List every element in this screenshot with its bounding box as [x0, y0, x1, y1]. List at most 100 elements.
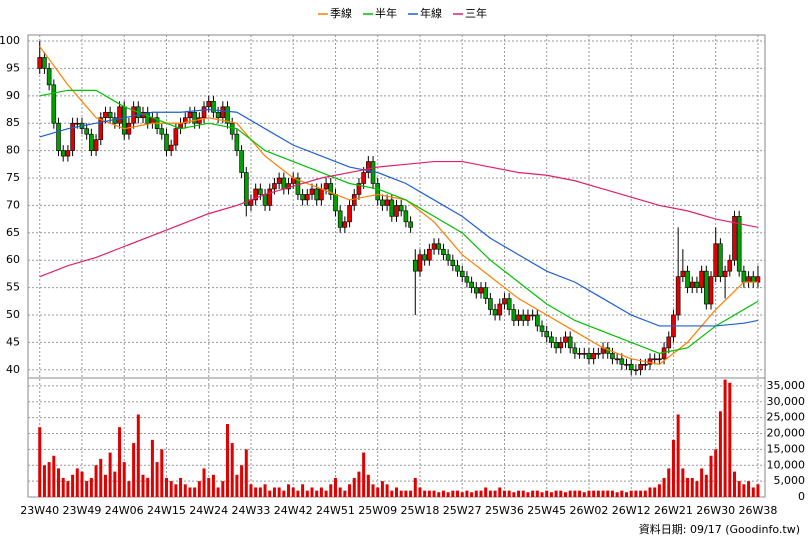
volume-bar [103, 474, 107, 497]
candle-body [436, 243, 442, 250]
candle-body [567, 336, 573, 349]
volume-bar [52, 455, 56, 497]
candle-body [84, 128, 89, 135]
candle-body [112, 117, 118, 124]
candle-body [544, 331, 550, 338]
candle-body [563, 336, 568, 343]
volume-bar [681, 468, 685, 497]
candle-body [89, 133, 94, 151]
candle-body [516, 314, 521, 321]
candle-body [243, 172, 249, 206]
candle-body [220, 106, 226, 119]
candle-body [319, 188, 324, 201]
candle-body [182, 117, 188, 124]
candle-body [333, 194, 338, 212]
volume-bar [540, 492, 544, 497]
volume-bar [554, 490, 558, 497]
volume-bar [390, 490, 394, 497]
candle-body [337, 210, 343, 228]
volume-bar [639, 490, 643, 497]
y2-tick-label: 0 [798, 490, 805, 503]
volume-bar [75, 468, 79, 497]
x-tick-label: 26W38 [739, 504, 778, 517]
volume-bar [329, 484, 333, 497]
volume-bar [202, 468, 206, 497]
y2-tick-label: 30,000 [767, 395, 806, 408]
candle-body [168, 144, 174, 151]
volume-bar [371, 484, 375, 497]
x-tick-label: 25W27 [443, 504, 482, 517]
candle-body [675, 276, 681, 316]
x-tick-label: 25W45 [527, 504, 566, 517]
candle-body [506, 298, 512, 310]
candle-body [145, 111, 151, 124]
candle-body [638, 364, 643, 371]
volume-bar [747, 481, 751, 497]
volume-bar [474, 490, 478, 497]
candle-body [497, 303, 503, 316]
x-tick-label: 23W40 [20, 504, 59, 517]
volume-bar [362, 452, 366, 497]
candle-body [553, 342, 559, 349]
volume-bar [258, 487, 262, 497]
volume-bar [667, 468, 671, 497]
volume-bar [160, 449, 164, 497]
candle-body [262, 194, 268, 206]
candle-body [206, 100, 212, 108]
volume-bar [517, 490, 521, 497]
candle-body [225, 106, 230, 124]
volume-bar [277, 487, 281, 497]
candle-body [117, 106, 122, 124]
y-tick-label: 50 [6, 308, 20, 321]
volume-bar [282, 490, 286, 497]
candle-body [103, 111, 108, 119]
candle-body [384, 199, 390, 206]
candle-body [689, 281, 695, 288]
x-tick-label: 24W24 [189, 504, 228, 517]
volume-bar [244, 449, 248, 497]
x-tick-label: 23W49 [63, 504, 102, 517]
y-tick-label: 90 [6, 89, 20, 102]
candle-body [37, 57, 43, 69]
candle-body [619, 358, 625, 365]
volume-bar [662, 477, 666, 497]
volume-bar [207, 477, 211, 497]
candle-body [713, 243, 719, 277]
volume-bar [756, 484, 760, 497]
volume-bar [592, 490, 596, 497]
candle-body [511, 309, 517, 321]
candle-body [755, 276, 761, 283]
volume-bar [728, 382, 732, 497]
candle-body [361, 172, 366, 184]
volume-bar [380, 481, 384, 497]
volume-bar [221, 481, 225, 497]
candle-body [666, 336, 672, 349]
volume-bar [343, 490, 347, 497]
volume-bar [141, 474, 145, 497]
volume-bar [709, 455, 713, 497]
volume-bar [488, 490, 492, 497]
volume-bar [587, 490, 591, 497]
candle-body [267, 188, 273, 206]
legend-label: 半年 [375, 6, 397, 20]
volume-bar [563, 492, 567, 497]
volume-bar [676, 414, 680, 497]
x-tick-label: 25W36 [485, 504, 524, 517]
candle-body [408, 221, 413, 228]
volume-bar [352, 477, 356, 497]
volume-bar [573, 490, 577, 497]
volume-bar [272, 487, 276, 497]
volume-bar [42, 465, 46, 497]
volume-bar [521, 490, 525, 497]
candle-body [375, 183, 381, 201]
volume-bar [174, 484, 178, 497]
volume-bar [99, 458, 103, 497]
volume-bar [132, 443, 136, 497]
candle-body [70, 122, 75, 151]
candle-body [610, 353, 615, 360]
volume-bar [596, 490, 600, 497]
volume-bar [671, 439, 675, 497]
candle-body [445, 254, 451, 261]
volume-bar [296, 490, 300, 497]
candle-body [741, 270, 747, 283]
